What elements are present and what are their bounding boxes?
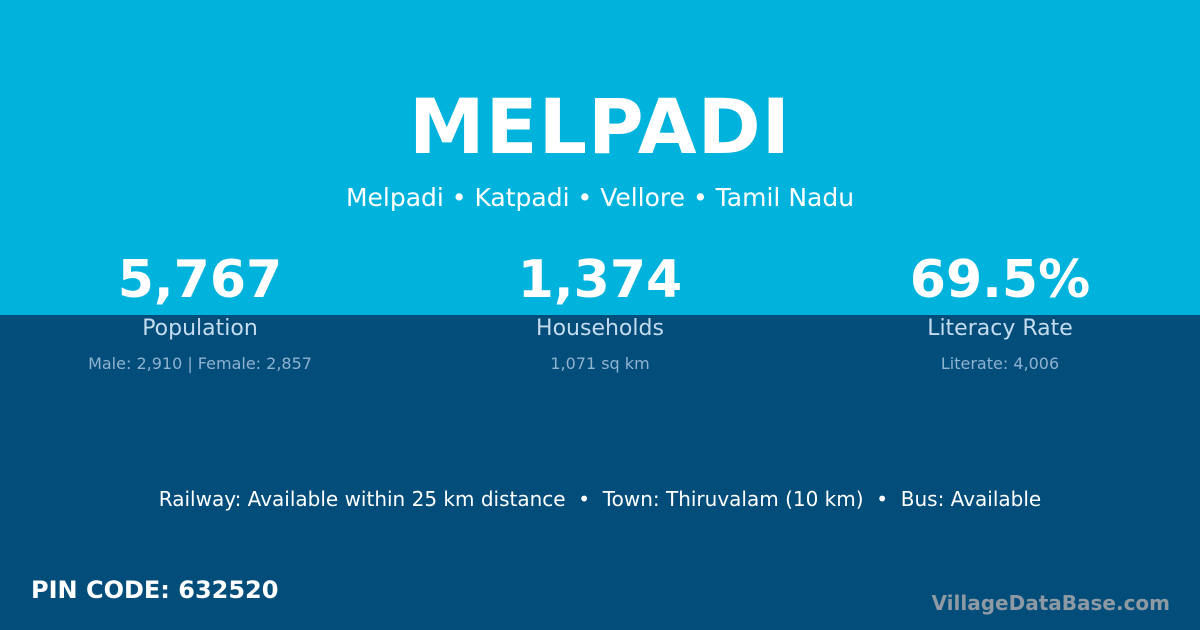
stat-value: 5,767 <box>117 250 283 310</box>
watermark-logo: VillageDataBase.com <box>931 591 1170 615</box>
location-breadcrumb: Melpadi • Katpadi • Vellore • Tamil Nadu <box>345 183 855 212</box>
village-title: MELPADI <box>409 82 791 171</box>
stat-label: Population <box>142 316 258 341</box>
stat-detail: Male: 2,910 | Female: 2,857 <box>88 354 312 373</box>
stat-detail: 1,071 sq km <box>550 354 650 373</box>
stat-label: Households <box>536 316 664 341</box>
pin-code: PIN CODE: 632520 <box>31 576 279 604</box>
stat-value: 69.5% <box>909 250 1091 310</box>
stat-value: 1,374 <box>517 250 683 310</box>
stat-label: Literacy Rate <box>927 316 1073 341</box>
amenities-line: Railway: Available within 25 km distance… <box>158 487 1042 511</box>
header-band <box>0 0 1200 315</box>
body-band <box>0 315 1200 630</box>
stat-detail: Literate: 4,006 <box>940 354 1060 373</box>
